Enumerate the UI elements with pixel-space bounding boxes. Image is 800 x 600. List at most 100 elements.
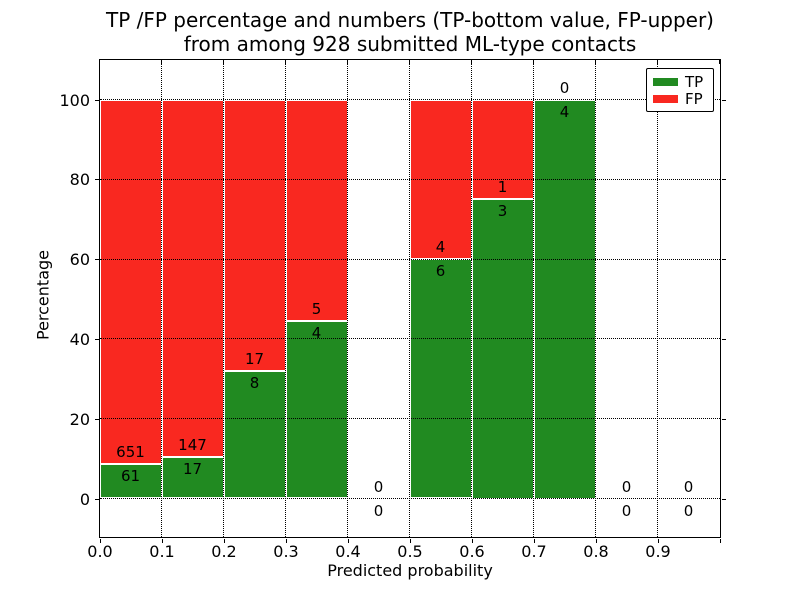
bar-label-fp-2: 17	[244, 349, 265, 368]
bar-tp-1	[161, 457, 224, 499]
bar-fp-1	[161, 99, 224, 458]
bar-label-tp-4: 0	[373, 501, 384, 520]
bar-label-fp-5: 4	[435, 238, 446, 257]
bar-label-tp-1: 17	[182, 460, 203, 479]
bar-tp-3	[285, 321, 348, 499]
gridline-x-2	[223, 59, 224, 537]
bottom-tick-3	[285, 538, 287, 543]
bottom-tick-6	[471, 538, 473, 543]
left-tick-100	[94, 99, 99, 101]
bottom-tick-10	[719, 538, 721, 543]
tick-label-x-4: 0.4	[335, 542, 361, 561]
tick-label-y-40: 40	[69, 329, 90, 349]
tick-label-x-0: 0.0	[87, 542, 113, 561]
right-tick-60	[721, 259, 726, 261]
bar-label-fp-7: 0	[559, 78, 570, 97]
bar-label-tp-5: 6	[435, 262, 446, 281]
right-tick-100	[721, 99, 726, 101]
bottom-tick-7	[533, 538, 535, 543]
bar-label-tp-3: 4	[311, 324, 322, 343]
bar-tp-5	[409, 259, 472, 499]
left-tick-80	[94, 179, 99, 181]
fp-color-swatch	[653, 94, 678, 103]
legend-label-fp: FP	[685, 89, 703, 108]
right-tick-40	[721, 338, 726, 340]
bar-tp-2	[223, 370, 286, 499]
chart-title: TP /FP percentage and numbers (TP-bottom…	[20, 8, 800, 56]
bar-tp-6	[471, 199, 534, 499]
bar-label-fp-3: 5	[311, 300, 322, 319]
tick-label-x-9: 0.9	[645, 542, 671, 561]
tp-color-swatch	[653, 77, 678, 86]
bar-label-tp-2: 8	[249, 373, 260, 392]
bar-label-tp-9: 0	[683, 501, 694, 520]
gridline-x-3	[285, 59, 286, 537]
chart-title-line2: from among 928 submitted ML-type contact…	[183, 32, 637, 56]
x-axis-label: Predicted probability	[327, 561, 493, 580]
left-tick-0	[94, 498, 99, 500]
bar-fp-3	[285, 99, 348, 322]
legend-item-tp: TP	[653, 73, 707, 90]
tick-label-x-6: 0.6	[459, 542, 485, 561]
bottom-tick-8	[595, 538, 597, 543]
tick-label-y-100: 100	[59, 90, 90, 110]
top-tick-4	[347, 59, 348, 64]
bar-label-fp-1: 147	[178, 436, 207, 455]
gridline-x-8	[595, 59, 596, 537]
right-tick-0	[721, 498, 726, 500]
right-tick-20	[721, 418, 726, 420]
top-tick-5	[409, 59, 410, 64]
tick-label-y-0: 0	[79, 489, 90, 509]
bottom-tick-5	[409, 538, 411, 543]
bar-label-fp-4: 0	[373, 477, 384, 496]
left-tick-60	[94, 259, 99, 261]
top-tick-6	[471, 59, 472, 64]
bar-label-tp-6: 3	[497, 202, 508, 221]
bar-label-fp-6: 1	[497, 178, 508, 197]
gridline-x-7	[533, 59, 534, 537]
gridline-x-9	[657, 59, 658, 537]
bar-label-tp-8: 0	[621, 501, 632, 520]
bar-label-tp-7: 4	[559, 102, 570, 121]
plot-area: 651 61 147 17 17 8 5 4 0 0 4 6 1 3 0 4 0 0 0 0	[98, 58, 721, 538]
top-tick-9	[657, 59, 658, 64]
gridline-x-4	[347, 59, 348, 537]
tick-label-y-60: 60	[69, 250, 90, 270]
tick-label-y-20: 20	[69, 409, 90, 429]
left-tick-20	[94, 418, 99, 420]
bar-fp-0	[99, 99, 162, 465]
tick-label-x-8: 0.8	[583, 542, 609, 561]
right-tick-80	[721, 179, 726, 181]
bar-fp-2	[223, 99, 286, 371]
tick-label-x-1: 0.1	[149, 542, 175, 561]
bar-label-fp-0: 651	[116, 443, 145, 462]
tick-label-x-5: 0.5	[397, 542, 423, 561]
tick-label-y-80: 80	[69, 170, 90, 190]
top-tick-2	[223, 59, 224, 64]
bottom-tick-2	[223, 538, 225, 543]
gridline-x-5	[409, 59, 410, 537]
bar-label-tp-0: 61	[120, 467, 141, 486]
tick-label-x-3: 0.3	[273, 542, 299, 561]
legend-item-fp: FP	[653, 90, 707, 107]
legend-label-tp: TP	[685, 72, 704, 91]
top-tick-0	[99, 59, 100, 64]
top-tick-7	[533, 59, 534, 64]
bottom-tick-0	[99, 538, 101, 543]
left-tick-40	[94, 338, 99, 340]
gridline-x-6	[471, 59, 472, 537]
top-tick-1	[161, 59, 162, 64]
bottom-tick-1	[161, 538, 163, 543]
top-tick-10	[719, 59, 720, 64]
chart-title-line1: TP /FP percentage and numbers (TP-bottom…	[106, 8, 714, 32]
bar-label-fp-9: 0	[683, 477, 694, 496]
bar-fp-6	[471, 99, 534, 200]
bar-tp-0	[99, 464, 162, 499]
bottom-tick-4	[347, 538, 349, 543]
gridline-x-1	[161, 59, 162, 537]
bottom-tick-9	[657, 538, 659, 543]
legend: TP FP	[646, 68, 714, 112]
tick-label-x-7: 0.7	[521, 542, 547, 561]
tick-label-x-2: 0.2	[211, 542, 237, 561]
